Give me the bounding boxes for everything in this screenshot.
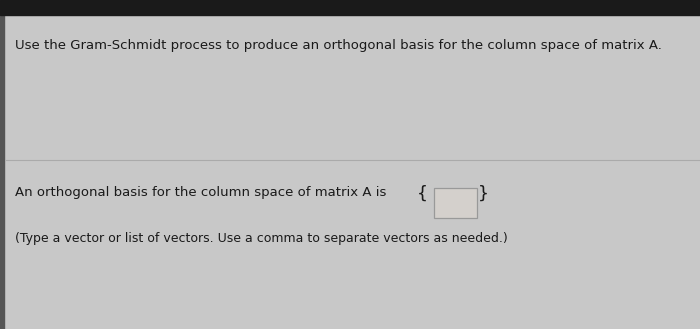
- Text: An orthogonal basis for the column space of matrix A is: An orthogonal basis for the column space…: [15, 186, 391, 199]
- Text: (Type a vector or list of vectors. Use a comma to separate vectors as needed.): (Type a vector or list of vectors. Use a…: [15, 232, 508, 245]
- Bar: [0, 0, 4, 329]
- Text: {: {: [416, 184, 428, 202]
- Bar: [0, 0, 700, 15]
- FancyBboxPatch shape: [434, 188, 477, 218]
- Text: Use the Gram-Schmidt process to produce an orthogonal basis for the column space: Use the Gram-Schmidt process to produce …: [15, 39, 662, 53]
- Text: }: }: [477, 184, 489, 202]
